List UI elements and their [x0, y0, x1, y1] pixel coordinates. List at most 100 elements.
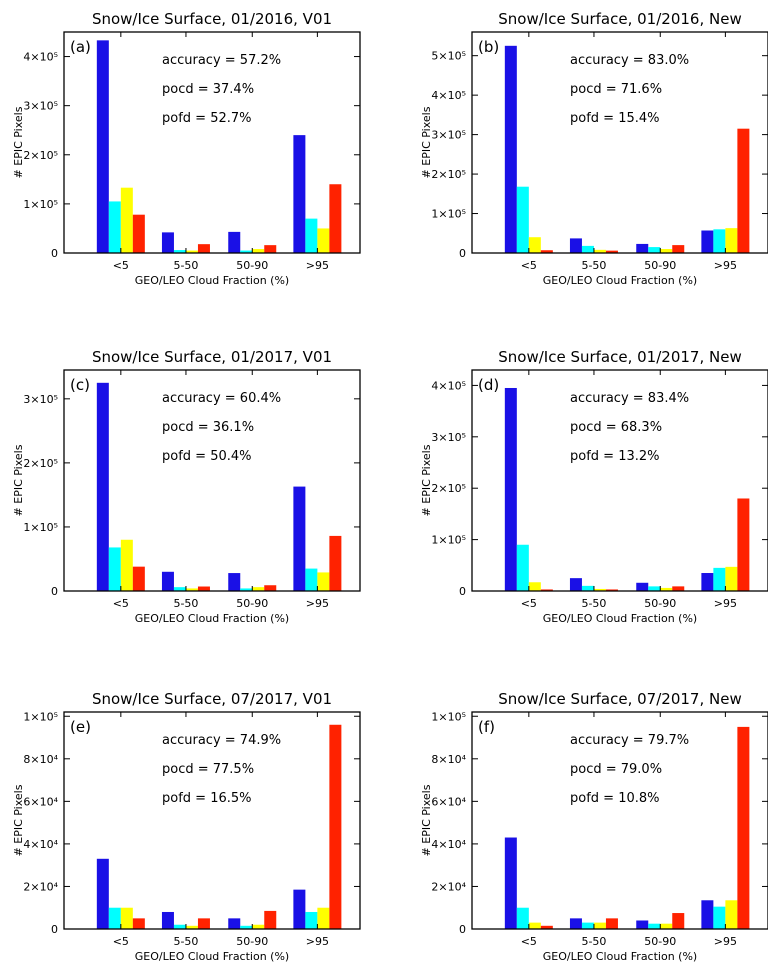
- bar-lt5-series-2: [516, 544, 529, 591]
- bar-gt95-series-2: [713, 229, 726, 253]
- bar-50-90-series-2: [648, 586, 661, 591]
- bar-gt95-series-3: [725, 900, 738, 929]
- bar-50-90-series-3: [660, 249, 673, 253]
- y-tick-label: 1×10⁵: [23, 198, 58, 211]
- bar-gt95-series-1: [701, 230, 714, 253]
- bar-lt5-series-4: [132, 566, 145, 591]
- bar-lt5-series-4: [540, 250, 553, 253]
- x-tick-label: 50-90: [236, 935, 268, 948]
- y-tick-label: 4×10⁵: [431, 89, 466, 102]
- bar-5-50-series-3: [593, 588, 606, 591]
- y-axis-label: # EPIC Pixels: [12, 784, 25, 856]
- x-tick-label: >95: [714, 259, 737, 272]
- x-tick-label: <5: [521, 935, 537, 948]
- x-tick-label: 50-90: [644, 259, 676, 272]
- bar-50-90-series-3: [252, 924, 265, 929]
- y-axis-label: # EPIC Pixels: [420, 784, 433, 856]
- bar-gt95-series-3: [725, 566, 738, 591]
- panel-f: Snow/Ice Surface, 07/2017, New <5 5-50 50-9…: [420, 690, 768, 963]
- x-tick-label: 5-50: [173, 935, 198, 948]
- y-tick-label: 8×10⁴: [23, 753, 58, 766]
- bar-50-90-series-1: [228, 573, 241, 591]
- bar-lt5-series-2: [516, 186, 529, 253]
- stat-annotation: pocd = 36.1%: [162, 420, 254, 435]
- bar-lt5-series-4: [540, 925, 553, 929]
- x-tick-label: >95: [714, 935, 737, 948]
- bar-50-90-series-1: [636, 582, 649, 591]
- bar-50-90-series-2: [240, 925, 253, 929]
- panel-b: Snow/Ice Surface, 01/2016, New <5 5-50 50-9…: [420, 10, 768, 287]
- bar-gt95-series-3: [317, 572, 330, 591]
- y-tick-label: 3×10⁵: [23, 393, 58, 406]
- bar-gt95-series-3: [317, 228, 330, 253]
- bar-50-90-series-2: [648, 247, 661, 253]
- panel-letter: (d): [478, 376, 499, 394]
- y-axis-label: # EPIC Pixels: [420, 106, 433, 178]
- bar-5-50-series-1: [569, 238, 582, 253]
- y-axis-label: # EPIC Pixels: [12, 444, 25, 516]
- panel-letter: (a): [70, 38, 91, 56]
- x-axis-label: GEO/LEO Cloud Fraction (%): [135, 274, 289, 287]
- bar-gt95-series-1: [293, 889, 306, 929]
- y-tick-label: 0: [51, 247, 58, 260]
- x-tick-label: 5-50: [581, 259, 606, 272]
- bar-5-50-series-2: [581, 585, 594, 591]
- bar-gt95-series-1: [701, 900, 714, 929]
- stat-annotation: pocd = 79.0%: [570, 762, 662, 777]
- bar-lt5-series-1: [96, 40, 109, 253]
- panel-e: Snow/Ice Surface, 07/2017, V01 <5 5-50 50-9…: [12, 690, 361, 963]
- bar-5-50-series-4: [197, 586, 210, 591]
- y-tick-label: 5×10⁵: [431, 50, 466, 63]
- bar-5-50-series-2: [173, 924, 186, 929]
- bar-50-90-series-4: [672, 586, 685, 591]
- bar-gt95-series-3: [725, 228, 738, 253]
- x-tick-label: >95: [714, 597, 737, 610]
- bar-5-50-series-2: [581, 245, 594, 253]
- bar-50-90-series-4: [264, 245, 277, 253]
- y-tick-label: 1×10⁵: [431, 534, 466, 547]
- x-axis-label: GEO/LEO Cloud Fraction (%): [543, 612, 697, 625]
- bar-gt95-series-4: [329, 184, 342, 253]
- x-tick-label: >95: [306, 259, 329, 272]
- panel-title: Snow/Ice Surface, 01/2016, New: [498, 10, 741, 28]
- y-tick-label: 1×10⁵: [23, 521, 58, 534]
- stat-annotation: accuracy = 83.4%: [570, 391, 689, 406]
- x-tick-label: <5: [113, 259, 129, 272]
- y-axis-label: # EPIC Pixels: [420, 444, 433, 516]
- bar-5-50-series-4: [197, 918, 210, 929]
- bar-gt95-series-2: [713, 906, 726, 929]
- bar-gt95-series-2: [713, 567, 726, 591]
- x-tick-label: 50-90: [236, 597, 268, 610]
- panel-title: Snow/Ice Surface, 01/2017, New: [498, 348, 741, 366]
- bar-50-90-series-2: [240, 588, 253, 591]
- bar-5-50-series-1: [161, 571, 174, 591]
- bar-50-90-series-4: [264, 910, 277, 929]
- bar-lt5-series-3: [120, 187, 133, 253]
- bar-5-50-series-2: [173, 587, 186, 591]
- y-tick-label: 2×10⁵: [431, 482, 466, 495]
- bar-lt5-series-2: [108, 547, 121, 591]
- bar-lt5-series-1: [504, 387, 517, 591]
- bar-5-50-series-2: [581, 922, 594, 929]
- bar-gt95-series-4: [329, 724, 342, 929]
- stat-annotation: accuracy = 60.4%: [162, 391, 281, 406]
- bar-gt95-series-1: [293, 135, 306, 253]
- bar-5-50-series-2: [173, 250, 186, 253]
- x-axis-label: GEO/LEO Cloud Fraction (%): [543, 274, 697, 287]
- y-tick-label: 1×10⁵: [431, 208, 466, 221]
- bar-gt95-series-4: [737, 498, 750, 591]
- y-tick-label: 1×10⁵: [431, 710, 466, 723]
- bar-50-90-series-1: [636, 920, 649, 929]
- y-tick-label: 0: [51, 585, 58, 598]
- bar-lt5-series-2: [108, 907, 121, 929]
- stat-annotation: accuracy = 57.2%: [162, 53, 281, 68]
- plot-frame: [471, 31, 768, 254]
- bar-lt5-series-3: [120, 907, 133, 929]
- stat-annotation: pofd = 10.8%: [570, 791, 660, 806]
- bar-gt95-series-3: [317, 907, 330, 929]
- y-tick-label: 4×10⁵: [431, 379, 466, 392]
- panel-letter: (f): [478, 718, 495, 736]
- x-tick-label: 50-90: [644, 935, 676, 948]
- bar-gt95-series-1: [701, 573, 714, 591]
